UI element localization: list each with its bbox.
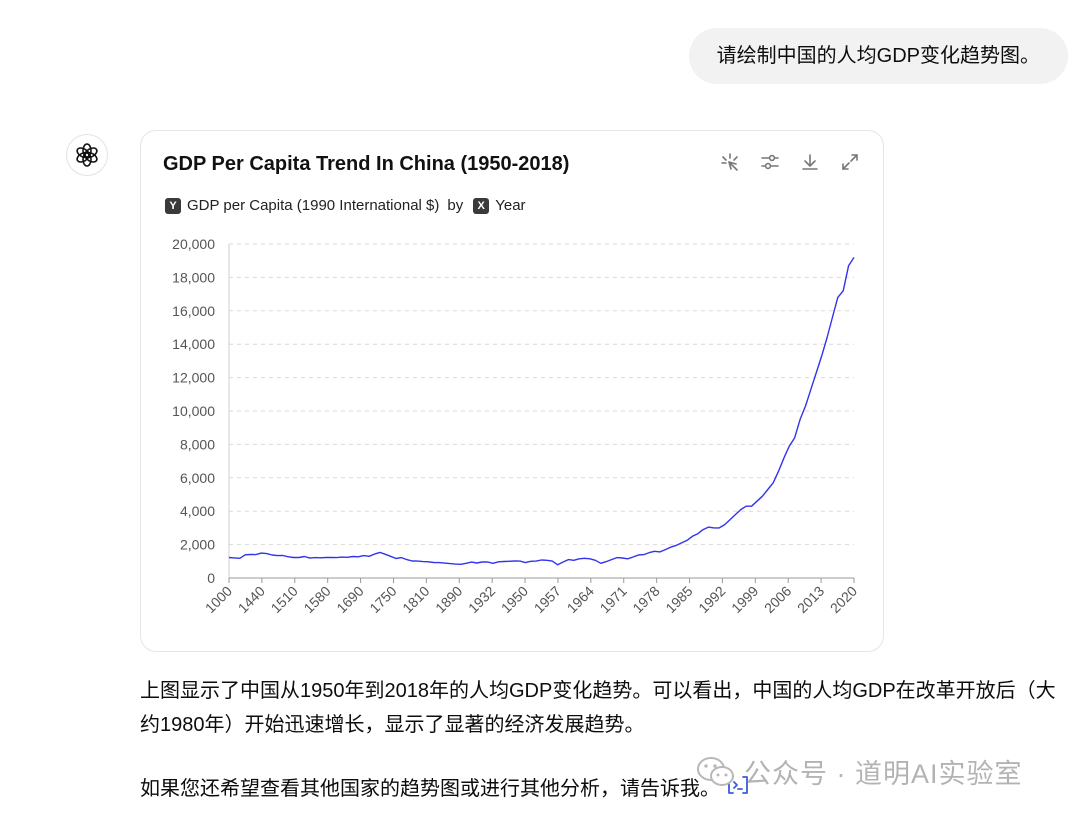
y-tick-label: 18,000 — [172, 269, 215, 285]
chart-card: GDP Per Capita Trend In China (1950-2018… — [140, 130, 884, 652]
assistant-avatar — [66, 134, 108, 176]
y-tick-labels: 0 2,000 4,000 6,000 8,000 10,000 12,000 14,000 1… — [172, 236, 215, 586]
x-tick-label: 1690 — [333, 583, 366, 616]
user-message-bubble: 请绘制中国的人均GDP变化趋势图。 — [688, 28, 1068, 84]
chart-toolbar — [719, 151, 861, 173]
x-tick-label: 1750 — [366, 583, 399, 616]
x-field-label: Year — [495, 197, 526, 214]
chart-grid — [229, 243, 854, 546]
watermark-text: 公众号 · 道明AI实验室 — [744, 759, 1023, 789]
x-tick-label: 1932 — [465, 583, 498, 616]
x-tick-label: 1810 — [399, 583, 432, 616]
x-tick-label: 1957 — [531, 583, 564, 616]
x-axis-badge: X — [473, 197, 490, 214]
line-chart: 0 2,000 4,000 6,000 8,000 10,000 12,000 14,000 1… — [172, 236, 860, 616]
x-tick-label: 1580 — [300, 583, 333, 616]
y-tick-label: 2,000 — [180, 537, 215, 553]
response-paragraph-2: 如果您还希望查看其他国家的趋势图或进行其他分析，请告诉我。 — [140, 772, 840, 807]
x-tick-label: 1950 — [498, 583, 531, 616]
axis-field-legend: Y GDP per Capita (1990 International $) … — [165, 197, 526, 214]
x-tick-label: 2006 — [761, 583, 794, 616]
x-tick-label: 1978 — [629, 583, 662, 616]
y-tick-label: 20,000 — [172, 236, 215, 252]
settings-icon[interactable] — [759, 151, 781, 173]
y-tick-label: 10,000 — [172, 403, 215, 419]
user-message-text: 请绘制中国的人均GDP变化趋势图。 — [716, 45, 1040, 67]
y-axis-badge: Y — [165, 197, 181, 214]
x-tick-label: 1999 — [728, 583, 761, 616]
x-tick-labels: 1000 1440 1510 1580 1690 1750 1810 1890 1932 1950… — [202, 583, 860, 616]
y-tick-label: 12,000 — [172, 370, 215, 386]
expand-icon[interactable] — [839, 151, 861, 173]
gdp-per-capita-line — [228, 257, 855, 566]
wechat-icon — [697, 756, 734, 786]
watermark: 公众号 · 道明AI实验室 — [696, 752, 1023, 791]
magic-icon[interactable] — [719, 151, 741, 173]
chart-title: GDP Per Capita Trend In China (1950-2018… — [163, 153, 570, 175]
x-tick-label: 1992 — [695, 583, 728, 616]
y-tick-label: 16,000 — [172, 303, 215, 319]
x-tick-label: 2020 — [827, 583, 860, 616]
by-label: by — [447, 197, 464, 214]
x-tick-label: 1964 — [564, 583, 597, 616]
x-tick-label: 1971 — [597, 583, 630, 616]
x-tick-label: 2013 — [794, 583, 827, 616]
x-tick-label: 1000 — [202, 583, 235, 616]
openai-logo-icon — [76, 143, 98, 167]
y-field-label: GDP per Capita (1990 International $) — [187, 197, 440, 214]
y-tick-label: 4,000 — [180, 503, 215, 519]
y-tick-label: 14,000 — [172, 336, 215, 352]
y-tick-label: 0 — [207, 570, 215, 586]
x-tick-label: 1440 — [235, 583, 268, 616]
x-tick-label: 1985 — [662, 583, 695, 616]
response-paragraph-2-text: 如果您还希望查看其他国家的趋势图或进行其他分析，请告诉我。 — [140, 778, 720, 800]
response-paragraph-1: 上图显示了中国从1950年到2018年的人均GDP变化趋势。可以看出，中国的人均… — [140, 680, 1056, 736]
y-tick-label: 6,000 — [180, 470, 215, 486]
x-tick-label: 1510 — [268, 583, 301, 616]
download-icon[interactable] — [799, 151, 821, 173]
x-tick-label: 1890 — [432, 583, 465, 616]
chart-axes — [228, 244, 855, 583]
y-tick-label: 8,000 — [180, 436, 215, 452]
chart-series — [228, 257, 855, 566]
